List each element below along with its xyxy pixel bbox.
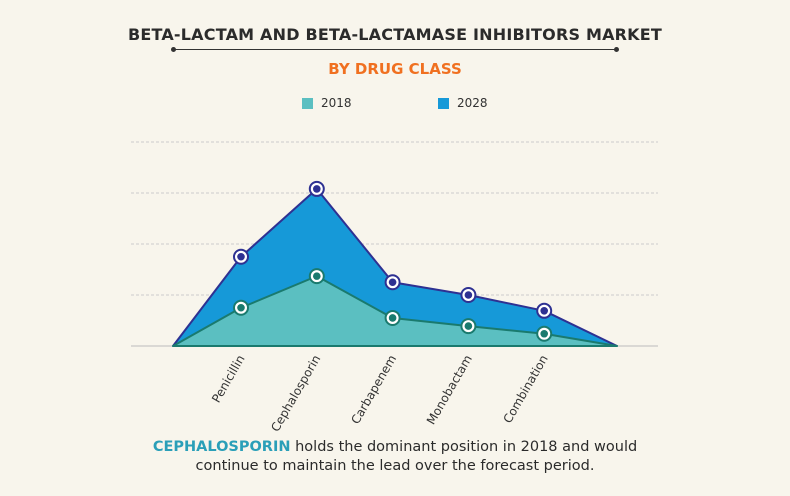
data-point-center	[388, 314, 397, 322]
x-tick-label: Penicillin	[209, 353, 247, 406]
legend-swatch-2028	[438, 97, 449, 109]
area-2018	[172, 275, 618, 347]
data-point-center	[313, 272, 321, 280]
data-point-center	[313, 185, 321, 193]
data-point-center	[388, 278, 397, 287]
legend-item-2028: 2028	[438, 96, 488, 110]
divider-dot	[614, 47, 619, 52]
footer-text-1: holds the dominant position in 2018 and …	[290, 439, 638, 455]
data-point-center	[464, 322, 473, 330]
chart-subtitle: BY DRUG CLASS	[328, 60, 462, 78]
data-point-center	[540, 329, 548, 338]
x-tick-label: Carbapenem	[348, 353, 399, 427]
data-point-center	[237, 252, 245, 261]
legend-item-2018: 2018	[302, 96, 352, 110]
divider-dot	[171, 47, 176, 52]
footer-text-2: continue to maintain the lead over the f…	[195, 458, 595, 474]
footer-note: CEPHALOSPORIN holds the dominant positio…	[0, 438, 790, 476]
legend-label: 2028	[457, 96, 488, 110]
x-tick-label: Cephalosporin	[268, 353, 323, 435]
data-point-center	[540, 307, 548, 315]
data-point-center	[464, 291, 473, 299]
x-tick-label: Monobactam	[424, 353, 475, 428]
x-tick-label: Combination	[501, 353, 551, 426]
legend-label: 2018	[321, 96, 352, 110]
legend-swatch-2018	[302, 97, 313, 109]
footer-highlight: CEPHALOSPORIN	[152, 439, 291, 455]
title-divider	[173, 49, 617, 50]
data-point-center	[237, 303, 245, 312]
chart-title: BETA-LACTAM AND BETA-LACTAMASE INHIBITOR…	[127, 25, 663, 44]
